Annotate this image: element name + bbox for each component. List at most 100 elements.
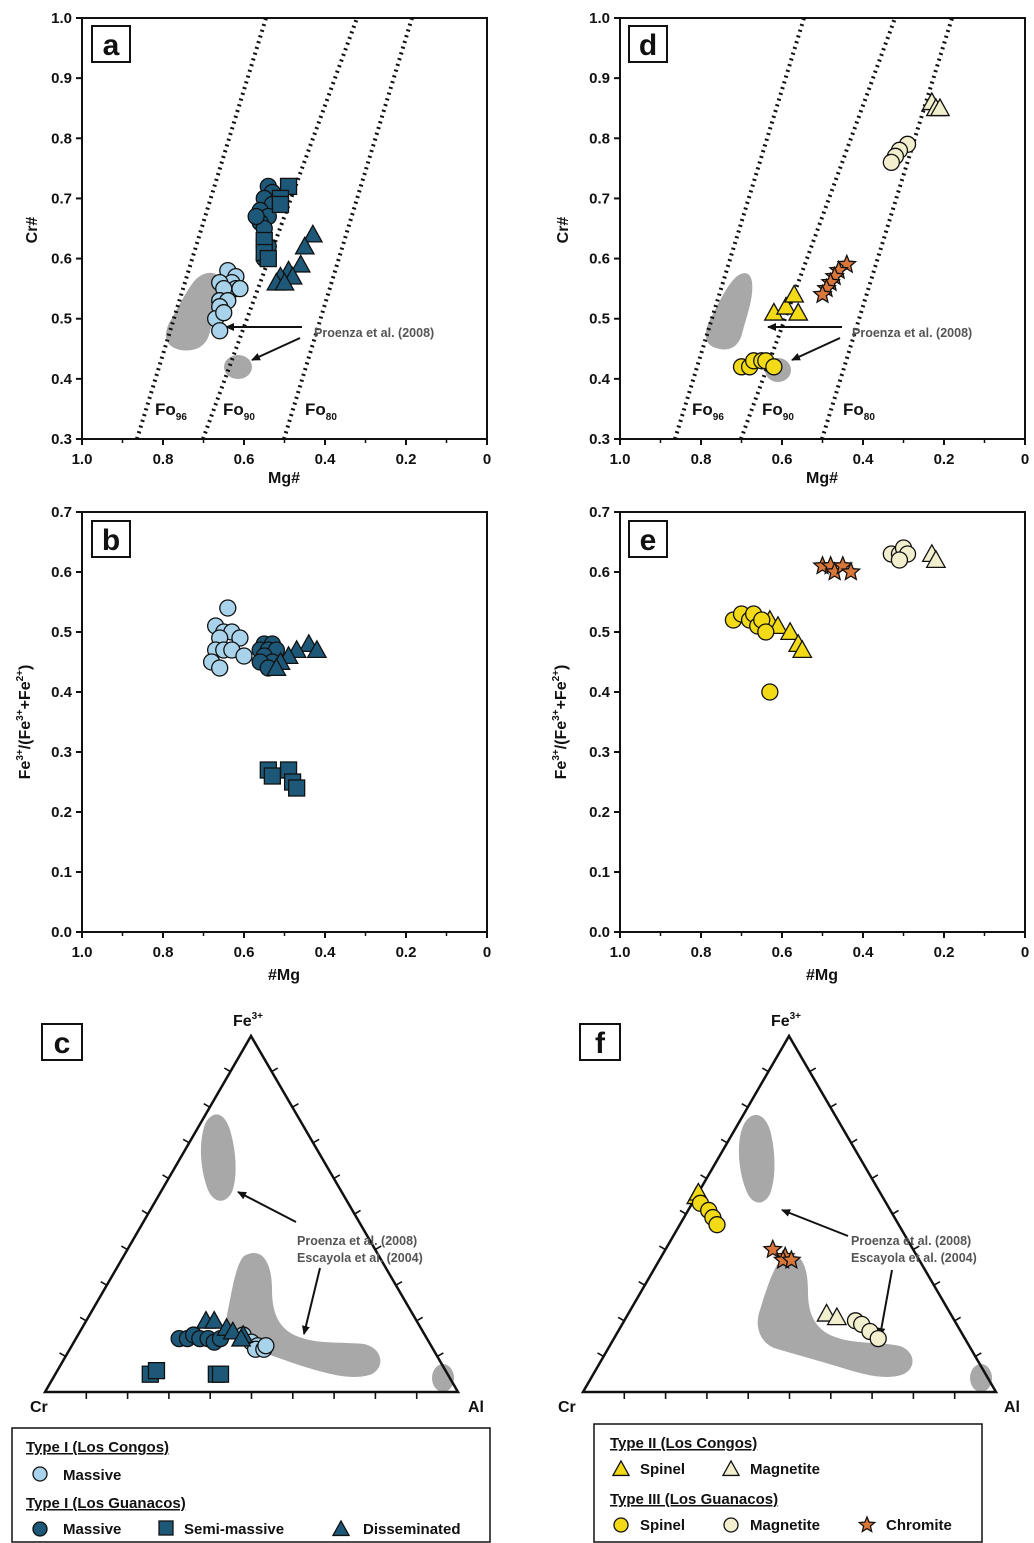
ternary-tick (761, 1067, 769, 1073)
arrow-c1 (237, 1191, 297, 1223)
data-point-type-iii-los-guanacos-magnetite (882, 153, 900, 171)
triangle-ticks-f (597, 1067, 982, 1399)
ternary-tick (933, 1280, 941, 1286)
data-point-type-ii-los-congos-magnetite (929, 97, 951, 117)
ternary-tick (374, 1245, 382, 1251)
ternary-tick (354, 1209, 361, 1215)
legend-right: Type II (Los Congos) Spinel Magnetite Ty… (593, 1423, 983, 1543)
data-point-type-iii-los-guanacos-chromite (781, 1249, 802, 1270)
ternary-tick (679, 1209, 687, 1215)
fields-a (165, 272, 252, 379)
legend-right-head2: Type III (Los Guanacos) (610, 1491, 778, 1508)
ternary-tick (638, 1281, 646, 1286)
panel-f: f Fe3+ Cr Al Proenza et al. (2008) Escay… (558, 1011, 1020, 1416)
xlabel-d: Mg# (806, 470, 838, 487)
data-point-type-ii-los-congos-spinel (787, 302, 809, 321)
ylabel-b: Fe3+/(Fe3++Fe2+) (15, 665, 34, 780)
legend-marker-l-m2 (32, 1521, 48, 1537)
x-tick-label-a: 0.4 (315, 451, 337, 468)
fo90-label-a: Fo90 (223, 400, 255, 423)
triangle-ticks-c (59, 1067, 444, 1399)
legend-marker-r-t2 (721, 1459, 741, 1477)
data-point-type-i-los-guanacos-disseminated (294, 236, 316, 255)
data-point-type-i-los-guanacos-disseminated (203, 1310, 225, 1329)
panel-d: d Fo96 Fo90 Fo80 Proenza et al. (2008) M… (555, 17, 1026, 487)
data-point-type-ii-los-congos-magnetite (816, 1303, 837, 1322)
y-tick-label-e: 0.7 (589, 504, 610, 521)
annotation-d: Proenza et al. (2008) (852, 326, 972, 340)
y-tick-label-d: 0.4 (589, 371, 611, 388)
left-label-c: Cr (30, 1399, 48, 1416)
ternary-tick (829, 1102, 837, 1108)
plot-frame-b (81, 511, 488, 933)
data-point-type-iii-los-guanacos-magnetite (890, 551, 909, 569)
x-tick-label-d: 0.8 (691, 451, 712, 468)
ternary-tick (597, 1352, 605, 1358)
y-tick-label-b: 0.3 (51, 744, 72, 761)
legend-icon-type2-spinel (611, 1459, 631, 1477)
legend-icon-type2-magnetite (721, 1459, 741, 1477)
panel-letter-e: e (640, 524, 657, 557)
arrow-c2 (301, 1267, 321, 1335)
data-point-type-i-los-guanacos-semi-massive (271, 195, 290, 214)
data-point-type-iii-los-guanacos-spinel (765, 358, 783, 376)
panel-a: a Fo96 Fo90 Fo80 Proenza et al. (2008) M… (24, 17, 488, 487)
y-tick-label-d: 1.0 (589, 10, 610, 27)
data-point-type-i-los-congos-massive (215, 304, 233, 322)
x-tick-label-a: 0.6 (234, 451, 255, 468)
legend-marker-l-sq (158, 1520, 174, 1536)
fo-labels-a: Fo96 Fo90 Fo80 (155, 400, 337, 423)
x-tick-label-d: 1.0 (610, 451, 631, 468)
y-tick-label-a: 1.0 (51, 10, 72, 27)
fo-lines-d (673, 17, 954, 440)
ternary-tick (850, 1138, 858, 1144)
ternary-tick (141, 1209, 149, 1215)
field-upper-c (200, 1114, 236, 1201)
legend-left-head1: Type I (Los Congos) (26, 1439, 169, 1456)
markers-panel-b (202, 599, 328, 797)
data-point-type-ii-los-congos-spinel (779, 621, 801, 641)
ternary-tick (871, 1174, 879, 1180)
y-tick-label-d: 0.6 (589, 251, 610, 268)
x-tick-label-b: 0.2 (396, 944, 417, 961)
y-tick-label-a: 0.3 (51, 431, 72, 448)
apex-label-f: Fe3+ (771, 1011, 801, 1030)
y-tick-label-d: 0.8 (589, 130, 610, 147)
annotation-f2: Escayola et al. (2004) (851, 1251, 977, 1265)
panel-letter-f: f (595, 1027, 606, 1060)
panel-b: b #Mg Fe3+/(Fe3++Fe2+) (15, 511, 488, 984)
panel-letter-b: b (102, 524, 120, 557)
fo-labels-d: Fo96 Fo90 Fo80 (692, 400, 875, 423)
field-proenza-a1 (165, 272, 221, 351)
ternary-tick (162, 1174, 170, 1180)
x-tick-label-e: 0.4 (853, 944, 875, 961)
data-point-type-i-los-congos-massive (231, 279, 249, 298)
data-point-type-iii-los-guanacos-chromite (812, 283, 833, 304)
panel-letter-box-e: e (628, 520, 668, 558)
right-label-f: Al (1004, 1399, 1020, 1416)
data-markers (141, 91, 951, 1383)
y-tick-label-b: 0.1 (51, 864, 72, 881)
field-proenza-d1 (705, 273, 753, 350)
legend-icon-type3-magnetite (723, 1517, 739, 1533)
y-tick-label-b: 0.5 (51, 624, 72, 641)
ternary-tick (416, 1316, 424, 1322)
ternary-tick (617, 1316, 625, 1322)
x-tick-label-e: 0.8 (691, 944, 712, 961)
panel-letter-c: c (54, 1027, 71, 1060)
x-tick-label-d: 0.6 (772, 451, 793, 468)
y-tick-label-e: 0.4 (589, 684, 611, 701)
data-point-type-ii-los-congos-spinel (775, 296, 797, 315)
right-label-c: Al (468, 1399, 484, 1416)
field-upper-f (738, 1114, 775, 1203)
data-point-type-ii-los-congos-spinel (791, 639, 813, 659)
y-tick-label-e: 0.5 (589, 624, 610, 641)
field-proenza-a2 (224, 355, 252, 379)
legend-icon-type3-chromite (857, 1515, 877, 1533)
legend-icon-congos-massive (32, 1466, 48, 1482)
panel-letter-box-b: b (91, 520, 131, 558)
field-lower-f (757, 1255, 913, 1377)
data-point-type-i-los-congos-massive (219, 599, 237, 617)
x-tick-label-d: 0.4 (853, 451, 875, 468)
